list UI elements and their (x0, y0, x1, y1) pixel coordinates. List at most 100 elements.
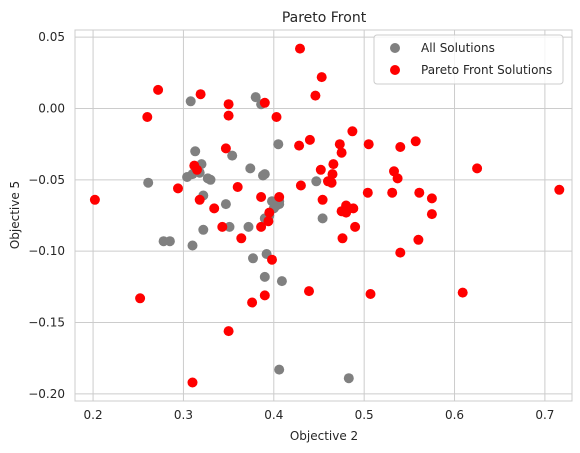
all-solutions-point (248, 253, 258, 264)
all-solutions-point (164, 236, 175, 247)
all-solutions-point (276, 276, 287, 287)
x-tick-label: 0.5 (355, 408, 374, 422)
pareto-front-point (316, 72, 327, 83)
pareto-front-point (326, 177, 337, 188)
pareto-front-point (259, 97, 270, 108)
pareto-front-point (348, 203, 359, 214)
all-solutions-point (274, 199, 285, 210)
pareto-front-point (295, 43, 305, 54)
all-solutions-point (143, 177, 154, 188)
pareto-front-point (347, 126, 358, 137)
y-tick-label: −0.10 (28, 244, 65, 258)
pareto-front-point (247, 297, 258, 308)
y-tick-label: −0.20 (28, 387, 65, 401)
pareto-front-point (337, 233, 348, 244)
plot-area-frame (74, 29, 573, 402)
legend-marker-all-solutions (390, 43, 400, 53)
pareto-front-point (317, 194, 328, 205)
x-tick-label: 0.3 (174, 408, 193, 422)
all-solutions-point (274, 364, 285, 375)
pareto-front-point (192, 164, 202, 175)
pareto-front-point (223, 110, 234, 121)
pareto-front-point (334, 139, 345, 150)
pareto-front-point (413, 234, 424, 245)
pareto-front-point (259, 290, 270, 301)
all-solutions-point (245, 163, 256, 174)
pareto-front-point (392, 173, 403, 184)
x-tick-label: 0.7 (535, 408, 554, 422)
pareto-front-point (327, 169, 338, 180)
x-axis-label: Objective 2 (290, 429, 358, 443)
pareto-front-point (236, 233, 247, 244)
y-tick-label: −0.15 (28, 316, 65, 330)
pareto-front-point (209, 203, 220, 214)
all-solutions-point (317, 213, 328, 224)
pareto-front-point (410, 136, 421, 147)
series-pareto-front-solutions (89, 43, 565, 388)
chart-title: Pareto Front (282, 10, 367, 26)
all-solutions-point (198, 224, 209, 235)
pareto-front-point (365, 289, 376, 299)
legend-marker-pareto-front-solutions (390, 65, 400, 75)
all-solutions-point (243, 221, 254, 232)
y-tick-label: −0.05 (28, 173, 65, 187)
pareto-front-point (256, 221, 267, 232)
pareto-front-point (310, 90, 321, 101)
x-tick-label: 0.4 (264, 408, 283, 422)
pareto-front-point (328, 159, 339, 170)
pareto-front-point (223, 99, 234, 110)
pareto-front-point (232, 182, 243, 192)
all-solutions-point (224, 221, 235, 232)
pareto-front-point (142, 112, 153, 122)
pareto-front-point (387, 187, 398, 198)
pareto-front-point (426, 193, 437, 204)
all-solutions-point (343, 373, 354, 384)
pareto-front-point (395, 247, 406, 258)
y-tick-label: 0.05 (38, 30, 65, 44)
pareto-front-point (457, 287, 468, 298)
pareto-front-point (187, 377, 198, 388)
pareto-front-point (472, 163, 483, 174)
pareto-front-point (220, 143, 231, 154)
all-solutions-point (220, 199, 231, 210)
all-solutions-point (250, 92, 261, 103)
legend-box (373, 34, 564, 85)
pareto-front-point (426, 209, 437, 220)
pareto-front-point (274, 192, 285, 202)
pareto-front-point (315, 164, 326, 175)
pareto-front-point (294, 140, 305, 151)
pareto-front-point (267, 254, 277, 265)
all-solutions-point (190, 146, 201, 157)
pareto-front-point (263, 216, 274, 227)
all-solutions-point (259, 169, 270, 180)
all-solutions-point (273, 139, 284, 150)
pareto-front-point (153, 84, 164, 95)
all-solutions-point (187, 240, 198, 251)
pareto-front-point (395, 142, 406, 152)
y-tick-label: 0.00 (38, 101, 65, 115)
data-points (89, 43, 565, 388)
pareto-front-point (304, 134, 315, 145)
pareto-front-point (89, 194, 100, 205)
legend-label-pareto-front-solutions: Pareto Front Solutions (421, 63, 552, 77)
pareto-front-point (363, 139, 374, 150)
pareto-front-point (195, 89, 206, 100)
pareto-front-point (362, 187, 373, 198)
legend: All Solutions Pareto Front Solutions (373, 34, 564, 85)
all-solutions-point (311, 176, 322, 187)
all-solutions-point (259, 271, 270, 282)
pareto-front-point (264, 207, 275, 218)
all-solutions-point (205, 174, 216, 185)
all-solutions-point (185, 96, 196, 107)
x-tick-label: 0.2 (84, 408, 103, 422)
y-axis-label: Objective 5 (8, 181, 22, 249)
pareto-front-point (414, 187, 425, 198)
pareto-front-point (173, 183, 183, 194)
pareto-front-point (336, 147, 347, 158)
pareto-front-point (194, 194, 205, 205)
all-solutions-point (227, 150, 238, 161)
pareto-front-point (350, 221, 361, 232)
legend-label-all-solutions: All Solutions (421, 41, 495, 55)
series-all-solutions (143, 92, 354, 384)
